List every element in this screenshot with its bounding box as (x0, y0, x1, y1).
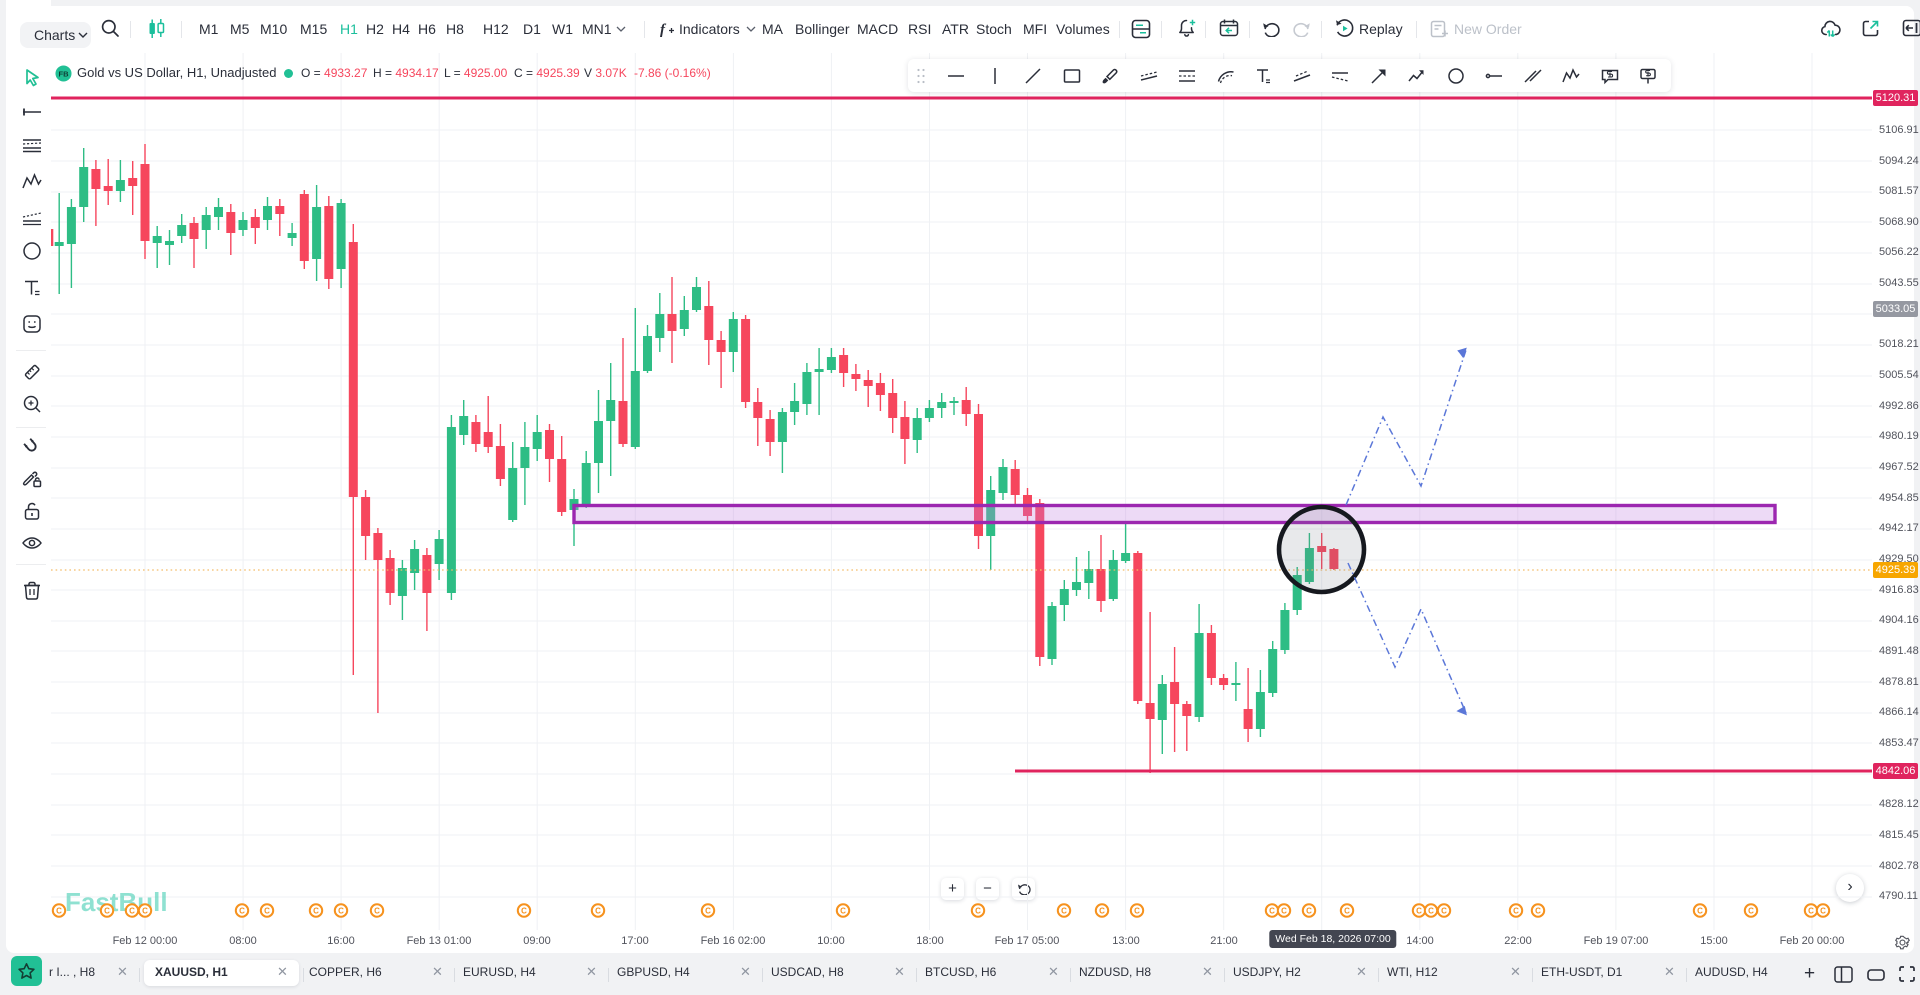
svg-text:C: C (840, 907, 846, 916)
svg-text:C: C (239, 907, 245, 916)
svg-text:C: C (264, 907, 270, 916)
svg-text:C: C (1513, 907, 1519, 916)
svg-text:C: C (705, 907, 711, 916)
svg-text:C: C (1697, 907, 1703, 916)
svg-text:C: C (1428, 907, 1434, 916)
svg-text:C: C (1344, 907, 1350, 916)
svg-text:C: C (1269, 907, 1275, 916)
svg-text:C: C (1306, 907, 1312, 916)
svg-text:FB: FB (58, 70, 69, 79)
svg-text:C: C (313, 907, 319, 916)
svg-text:FastBull: FastBull (65, 887, 168, 917)
svg-text:C: C (1061, 907, 1067, 916)
svg-text:C: C (1281, 907, 1287, 916)
svg-text:C: C (975, 907, 981, 916)
svg-text:C: C (1416, 907, 1422, 916)
svg-text:C: C (595, 907, 601, 916)
svg-text:C: C (1099, 907, 1105, 916)
svg-text:C: C (1441, 907, 1447, 916)
svg-text:f: f (660, 22, 667, 38)
svg-text:C: C (142, 907, 148, 916)
svg-text:C: C (1808, 907, 1814, 916)
svg-text:C: C (129, 907, 135, 916)
svg-text:C: C (1748, 907, 1754, 916)
svg-text:C: C (338, 907, 344, 916)
svg-text:C: C (1820, 907, 1826, 916)
svg-text:C: C (56, 907, 62, 916)
svg-text:C: C (374, 907, 380, 916)
svg-text:C: C (1134, 907, 1140, 916)
svg-text:C: C (1535, 907, 1541, 916)
svg-text:C: C (521, 907, 527, 916)
svg-text:C: C (104, 907, 110, 916)
